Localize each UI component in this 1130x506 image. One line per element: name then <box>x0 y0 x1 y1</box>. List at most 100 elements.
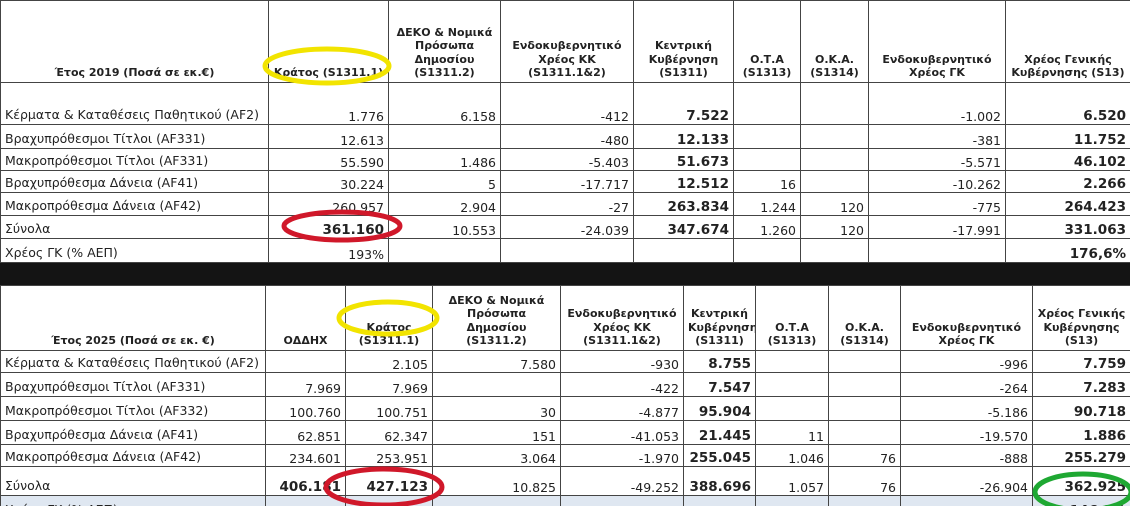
cell-value: 120 <box>800 192 869 216</box>
empty-cell <box>755 495 829 506</box>
table-row: Μακροπρόθεσμοι Τίτλοι (AF331) 55.590 1.486… <box>0 148 1130 171</box>
cell-value: 12.613 <box>268 124 389 149</box>
column-header: Ενδοκυβερνητικό Χρέος ΚΚ (S1311.1&2) <box>500 0 634 83</box>
cell-value: 1.057 <box>755 466 829 496</box>
cell-value: 62.347 <box>345 420 433 445</box>
column-header: Κράτος (S1311.1) <box>345 285 433 351</box>
column-header: ΟΔΔΗΧ <box>265 285 346 351</box>
cell-value: 1.046 <box>755 444 829 467</box>
empty-cell <box>733 124 801 149</box>
cell-value: 76 <box>828 466 901 496</box>
cell-value: 8.755 <box>683 350 756 373</box>
column-header: Κράτος (S1311.1) <box>268 0 389 83</box>
cell-value: 361.160 <box>268 215 389 239</box>
cell-value: 347.674 <box>633 215 734 239</box>
empty-cell <box>733 148 801 171</box>
empty-cell <box>432 372 561 397</box>
column-header: ΔΕΚΟ & Νομικά Πρόσωπα Δημοσίου (S1311.2) <box>432 285 561 351</box>
cell-value: 1.244 <box>733 192 801 216</box>
empty-cell <box>868 238 1006 263</box>
cell-value: 12.512 <box>633 170 734 193</box>
column-header: Ο.Τ.Α (S1313) <box>733 0 801 83</box>
cell-value: 264.423 <box>1005 192 1130 216</box>
cell-value: 6.520 <box>1005 82 1130 125</box>
cell-value: -480 <box>500 124 634 149</box>
row-label: Μακροπρόθεσμοι Τίτλοι (AF332) <box>0 396 266 421</box>
cell-value: 1.886 <box>1032 420 1130 445</box>
empty-cell <box>733 82 801 125</box>
cell-value: -5.186 <box>900 396 1033 421</box>
cell-value: 2.904 <box>388 192 501 216</box>
cell-value: 11.752 <box>1005 124 1130 149</box>
cell-value: 362.925 <box>1032 466 1130 496</box>
cell-value: 7.969 <box>345 372 433 397</box>
empty-cell <box>432 495 561 506</box>
cell-value: -5.571 <box>868 148 1006 171</box>
column-header: Χρέος Γενικής Κυβέρνησης (S13) <box>1005 0 1130 83</box>
cell-value: -4.877 <box>560 396 684 421</box>
cell-value: 7.522 <box>633 82 734 125</box>
cell-value: -412 <box>500 82 634 125</box>
cell-value: 7.580 <box>432 350 561 373</box>
cell-value: 406.181 <box>265 466 346 496</box>
cell-value: 253.951 <box>345 444 433 467</box>
cell-value: 16 <box>733 170 801 193</box>
empty-cell <box>800 124 869 149</box>
empty-cell <box>560 495 684 506</box>
empty-cell <box>828 350 901 373</box>
cell-value: 255.045 <box>683 444 756 467</box>
column-header: Έτος 2025 (Ποσά σε εκ. €) <box>0 285 266 351</box>
cell-value: 7.759 <box>1032 350 1130 373</box>
row-label: Κέρματα & Καταθέσεις Παθητικού (AF2) <box>0 82 269 125</box>
cell-value: 90.718 <box>1032 396 1130 421</box>
cell-value: 30 <box>432 396 561 421</box>
table-row: Μακροπρόθεσμα Δάνεια (AF42) 260.957 2.904-… <box>0 192 1130 216</box>
empty-cell <box>800 238 869 263</box>
cell-value: 100.751 <box>345 396 433 421</box>
header-row: Έτος 2019 (Ποσά σε εκ.€) Κράτος (S1311.1)… <box>0 0 1130 83</box>
row-label: Χρέος ΓΚ (% ΑΕΠ) <box>0 238 269 263</box>
row-label: Βραχυπρόθεσμα Δάνεια (AF41) <box>0 170 269 193</box>
table-row: Μακροπρόθεσμοι Τίτλοι (AF332) 100.760 100.… <box>0 396 1130 421</box>
cell-value: 260.957 <box>268 192 389 216</box>
cell-value: -930 <box>560 350 684 373</box>
empty-cell <box>828 372 901 397</box>
cell-value: -24.039 <box>500 215 634 239</box>
cell-value: 76 <box>828 444 901 467</box>
cell-value: 1.776 <box>268 82 389 125</box>
cell-value: 1.260 <box>733 215 801 239</box>
cell-value: 7.547 <box>683 372 756 397</box>
row-label: Κέρματα & Καταθέσεις Παθητικού (AF2) <box>0 350 266 373</box>
column-header: Κεντρική Κυβέρνηση (S1311) <box>683 285 756 351</box>
cell-value: 62.851 <box>265 420 346 445</box>
column-header: ΔΕΚΟ & Νομικά Πρόσωπα Δημοσίου (S1311.2) <box>388 0 501 83</box>
empty-cell <box>828 396 901 421</box>
cell-value: -888 <box>900 444 1033 467</box>
table-row: Βραχυπρόθεσμοι Τίτλοι (AF331) 12.613 -480 1… <box>0 124 1130 149</box>
cell-value: 5 <box>388 170 501 193</box>
header-row: Έτος 2025 (Ποσά σε εκ. €) ΟΔΔΗΧ Κράτος (S1… <box>0 285 1130 351</box>
cell-value: -1.002 <box>868 82 1006 125</box>
cell-value: 146,1% <box>1032 495 1130 506</box>
cell-value: -775 <box>868 192 1006 216</box>
cell-value: -26.904 <box>900 466 1033 496</box>
empty-cell <box>265 350 346 373</box>
cell-value: -422 <box>560 372 684 397</box>
cell-value: -49.252 <box>560 466 684 496</box>
cell-value: -17.991 <box>868 215 1006 239</box>
column-header: Ενδοκυβερνητικό Χρέος ΚΚ (S1311.1&2) <box>560 285 684 351</box>
empty-cell <box>755 396 829 421</box>
cell-value: 331.063 <box>1005 215 1130 239</box>
cell-value: -381 <box>868 124 1006 149</box>
empty-cell <box>800 170 869 193</box>
cell-value: -41.053 <box>560 420 684 445</box>
table-row: Σύνολα 361.160 10.553 -24.039 347.674 1.260 12… <box>0 215 1130 239</box>
empty-cell <box>388 124 501 149</box>
cell-value: 10.553 <box>388 215 501 239</box>
table-row: Σύνολα 406.181 427.123 10.825 -49.252 388.696… <box>0 466 1130 496</box>
empty-cell <box>828 420 901 445</box>
cell-value: 120 <box>800 215 869 239</box>
empty-cell <box>500 238 634 263</box>
table-row: Βραχυπρόθεσμα Δάνεια (AF41) 30.224 5 -17.71… <box>0 170 1130 193</box>
